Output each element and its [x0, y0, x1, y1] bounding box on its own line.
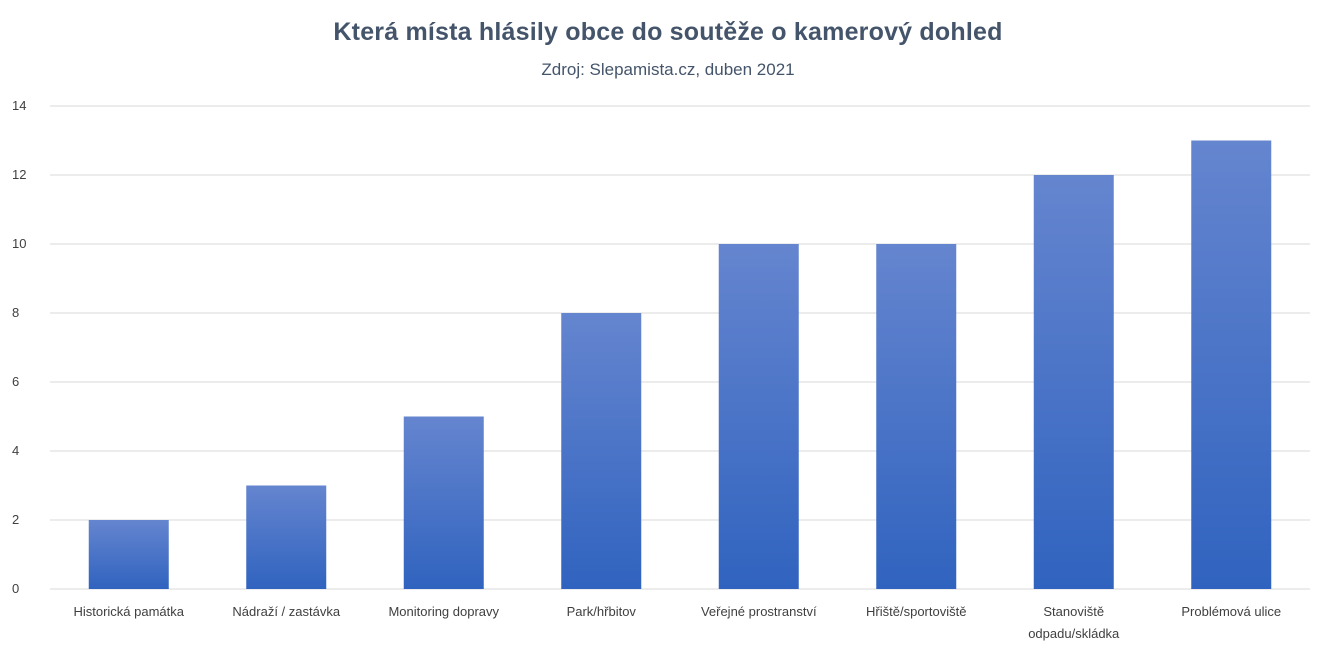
x-tick-label: Stanoviště: [1043, 604, 1104, 619]
bar: [403, 416, 484, 589]
bars: [88, 140, 1272, 589]
x-tick-label: Hřiště/sportoviště: [866, 604, 966, 619]
x-tick-label: Historická památka: [73, 604, 184, 619]
y-tick-label: 4: [12, 443, 19, 458]
x-tick-label: Problémová ulice: [1181, 604, 1281, 619]
chart-title: Která místa hlásily obce do soutěže o ka…: [333, 18, 1003, 46]
x-tick-label: Nádraží / zastávka: [232, 604, 340, 619]
x-tick-label: Park/hřbitov: [567, 604, 637, 619]
chart-subtitle: Zdroj: Slepamista.cz, duben 2021: [541, 60, 795, 79]
y-tick-label: 2: [12, 512, 19, 527]
y-tick-label: 0: [12, 581, 19, 596]
y-tick-label: 12: [12, 167, 26, 182]
x-tick-label: odpadu/skládka: [1028, 626, 1120, 641]
bar: [561, 313, 642, 589]
bar: [1033, 175, 1114, 589]
y-tick-label: 8: [12, 305, 19, 320]
gridlines: [50, 105, 1310, 590]
y-tick-label: 10: [12, 236, 26, 251]
bar: [88, 520, 169, 589]
x-tick-label: Monitoring dopravy: [388, 604, 499, 619]
bar: [1191, 140, 1272, 589]
x-tick-label: Veřejné prostranství: [701, 604, 817, 619]
y-axis-ticks: 0 2 4 6 8 10 12 14: [12, 98, 26, 596]
bar: [876, 244, 957, 589]
bar: [718, 244, 799, 589]
y-tick-label: 14: [12, 98, 26, 113]
bar: [246, 485, 327, 589]
x-axis-labels: Historická památka Nádraží / zastávka Moni…: [73, 604, 1281, 641]
y-tick-label: 6: [12, 374, 19, 389]
